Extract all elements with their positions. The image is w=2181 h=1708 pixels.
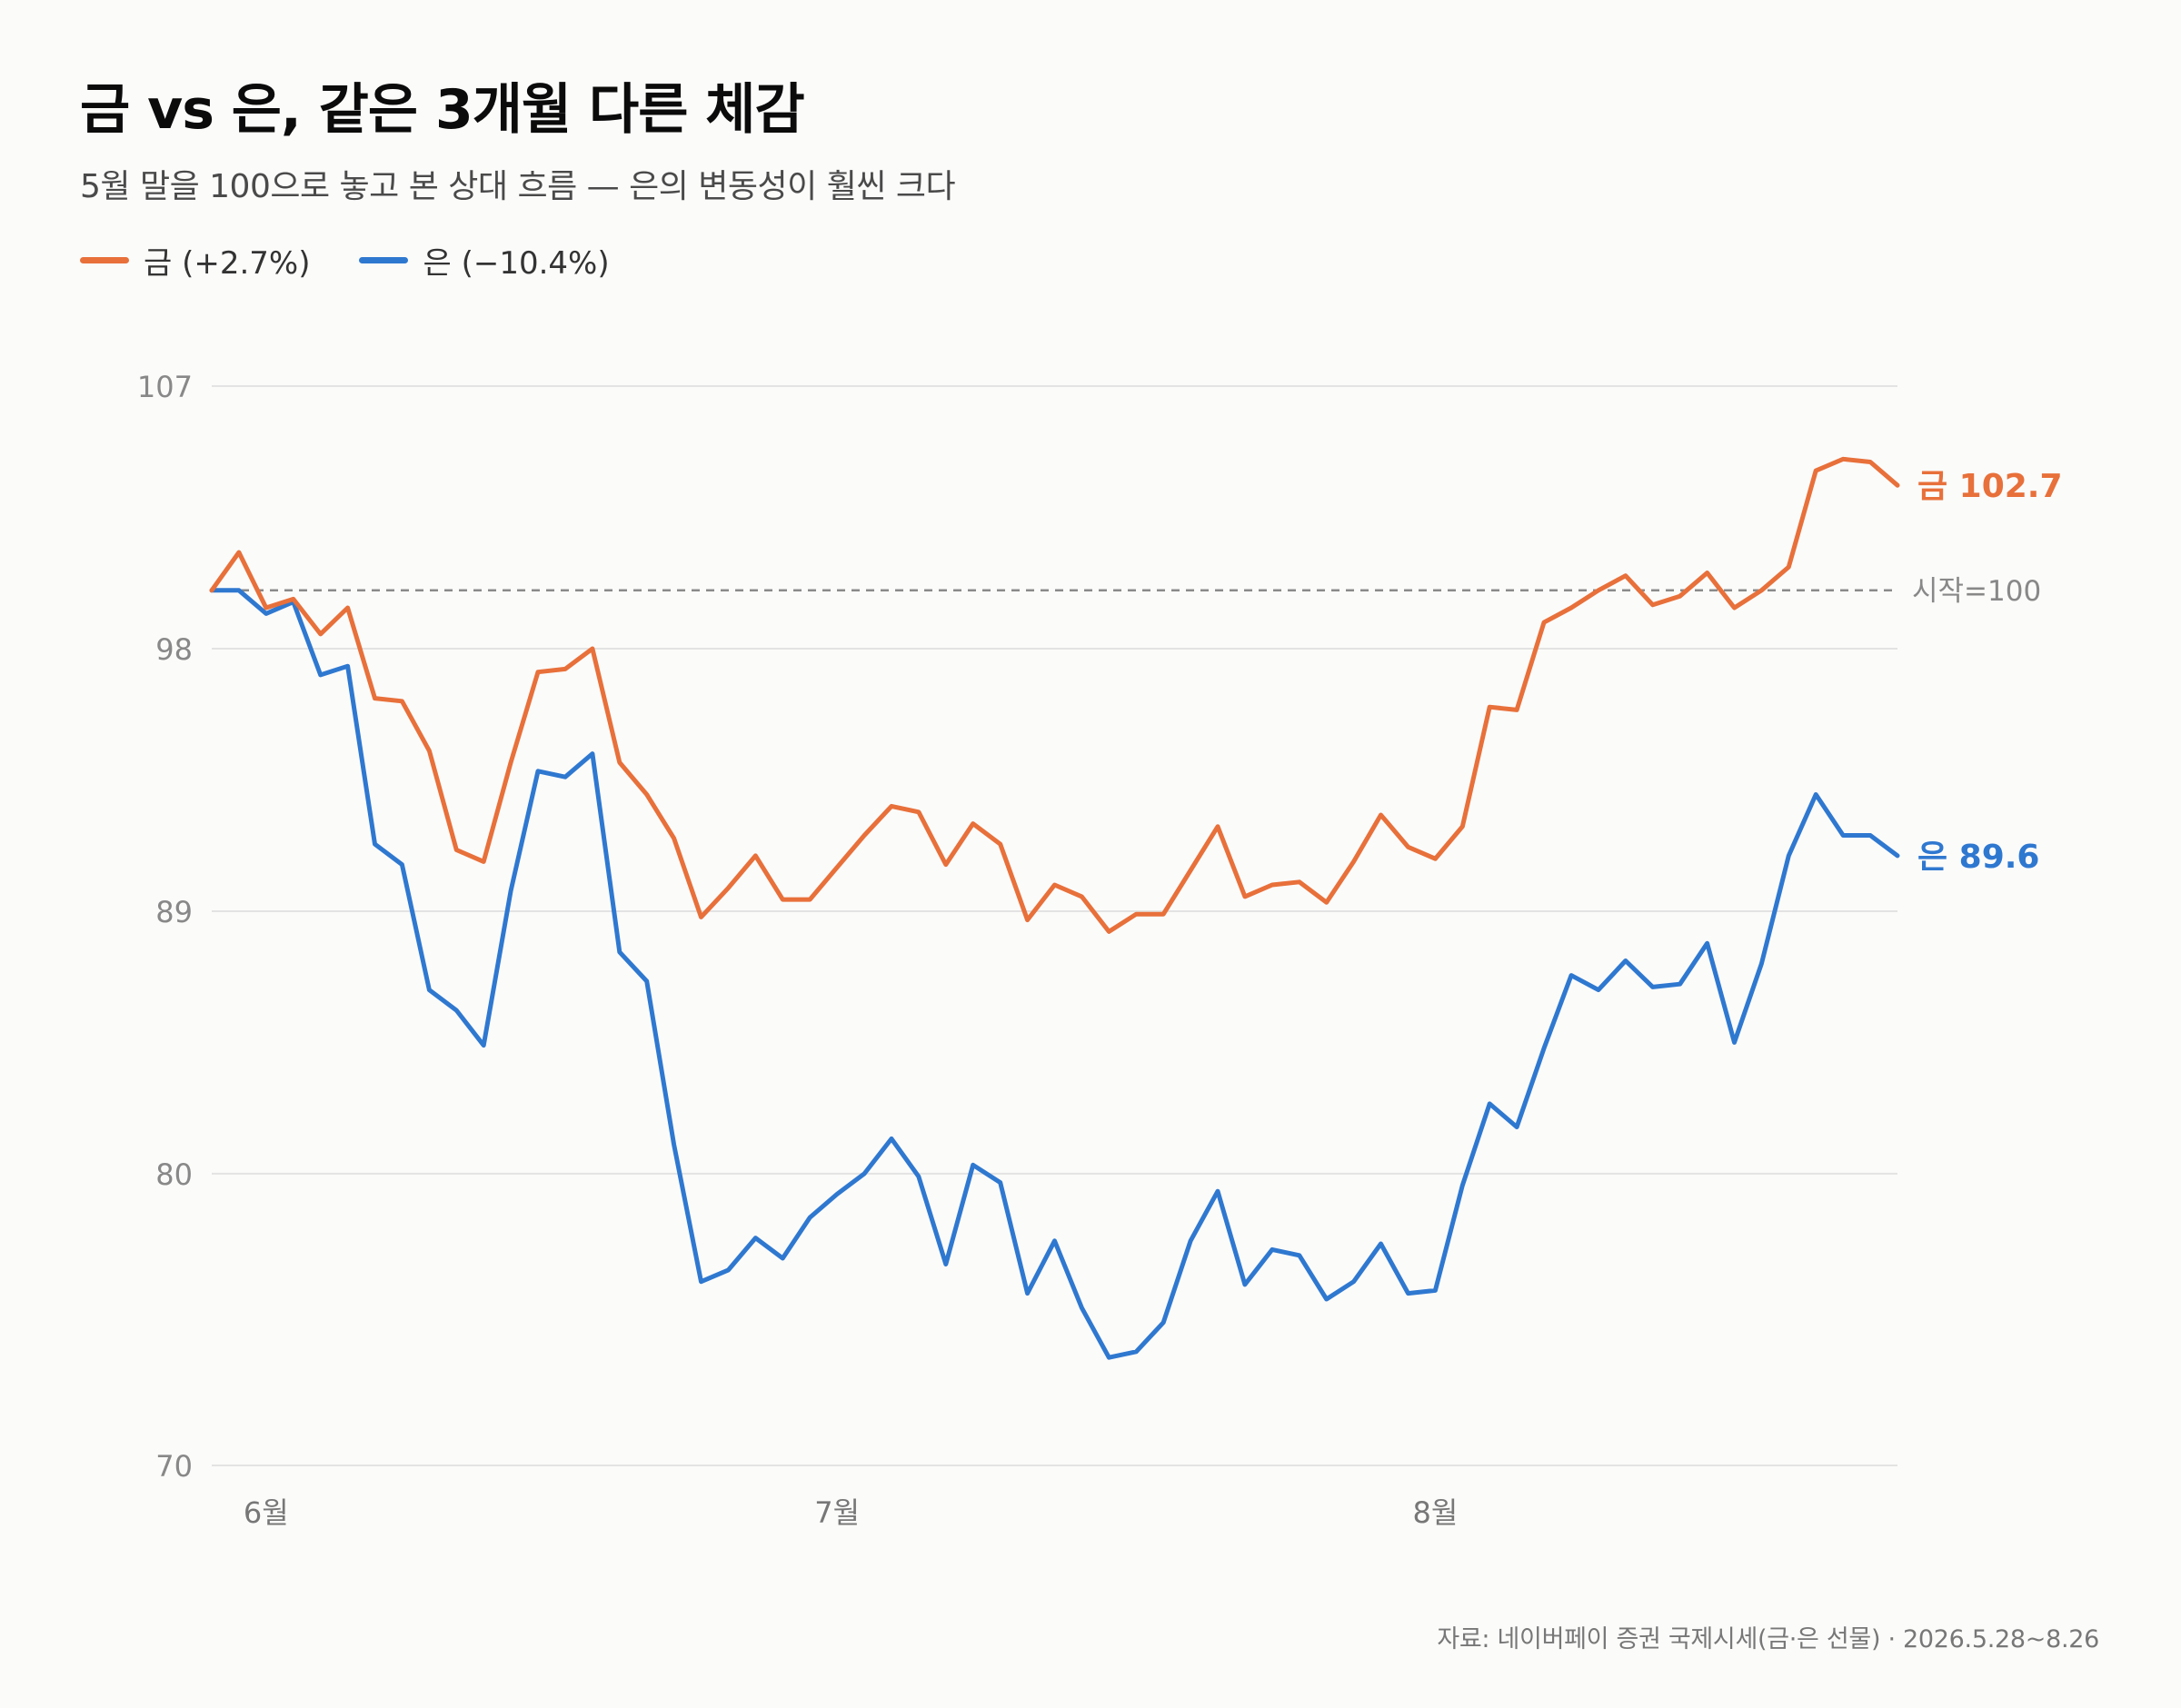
legend-label-silver: 은 (−10.4%) [423, 245, 610, 282]
legend-item-silver: 은 (−10.4%) [359, 238, 610, 283]
series-line-gold [209, 456, 1900, 934]
y-tick-label: 98 [155, 632, 193, 667]
y-tick-label: 107 [137, 370, 193, 404]
legend-item-gold: 금 (+2.7%) [80, 238, 310, 283]
y-tick-label: 70 [155, 1449, 193, 1484]
reference-line-label: 시작=100 [1912, 575, 2041, 608]
y-tick-label: 89 [155, 895, 193, 929]
end-label-silver: 은 89.6 [1917, 839, 2039, 876]
chart-title: 금 vs 은, 같은 3개월 다른 체감 [80, 78, 805, 142]
legend-label-gold: 금 (+2.7%) [144, 245, 311, 282]
chart-subtitle: 5월 말을 100으로 놓고 본 상대 흐름 — 은의 변동성이 훨씬 크다 [80, 168, 956, 205]
legend: 금 (+2.7%) 은 (−10.4%) [80, 238, 610, 283]
series-line-silver [209, 588, 1900, 1360]
legend-swatch-gold [80, 257, 129, 263]
y-tick-label: 80 [155, 1157, 193, 1192]
end-label-gold: 금 102.7 [1917, 468, 2063, 505]
legend-swatch-silver [359, 257, 409, 263]
x-tick-label: 8월 [1412, 1495, 1458, 1530]
source-note: 자료: 네이버페이 증권 국제시세(금·은 선물) · 2026.5.28~8.… [1437, 1625, 2099, 1653]
x-tick-label: 7월 [814, 1495, 860, 1530]
x-tick-label: 6월 [244, 1495, 289, 1530]
